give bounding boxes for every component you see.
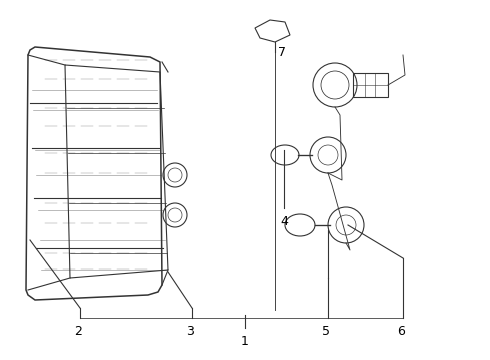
Text: 5: 5 [322,325,330,338]
Text: 4: 4 [280,215,288,228]
Text: 2: 2 [74,325,82,338]
Text: 3: 3 [186,325,194,338]
Text: 7: 7 [278,45,286,59]
Text: 1: 1 [241,335,249,348]
Text: 6: 6 [397,325,405,338]
